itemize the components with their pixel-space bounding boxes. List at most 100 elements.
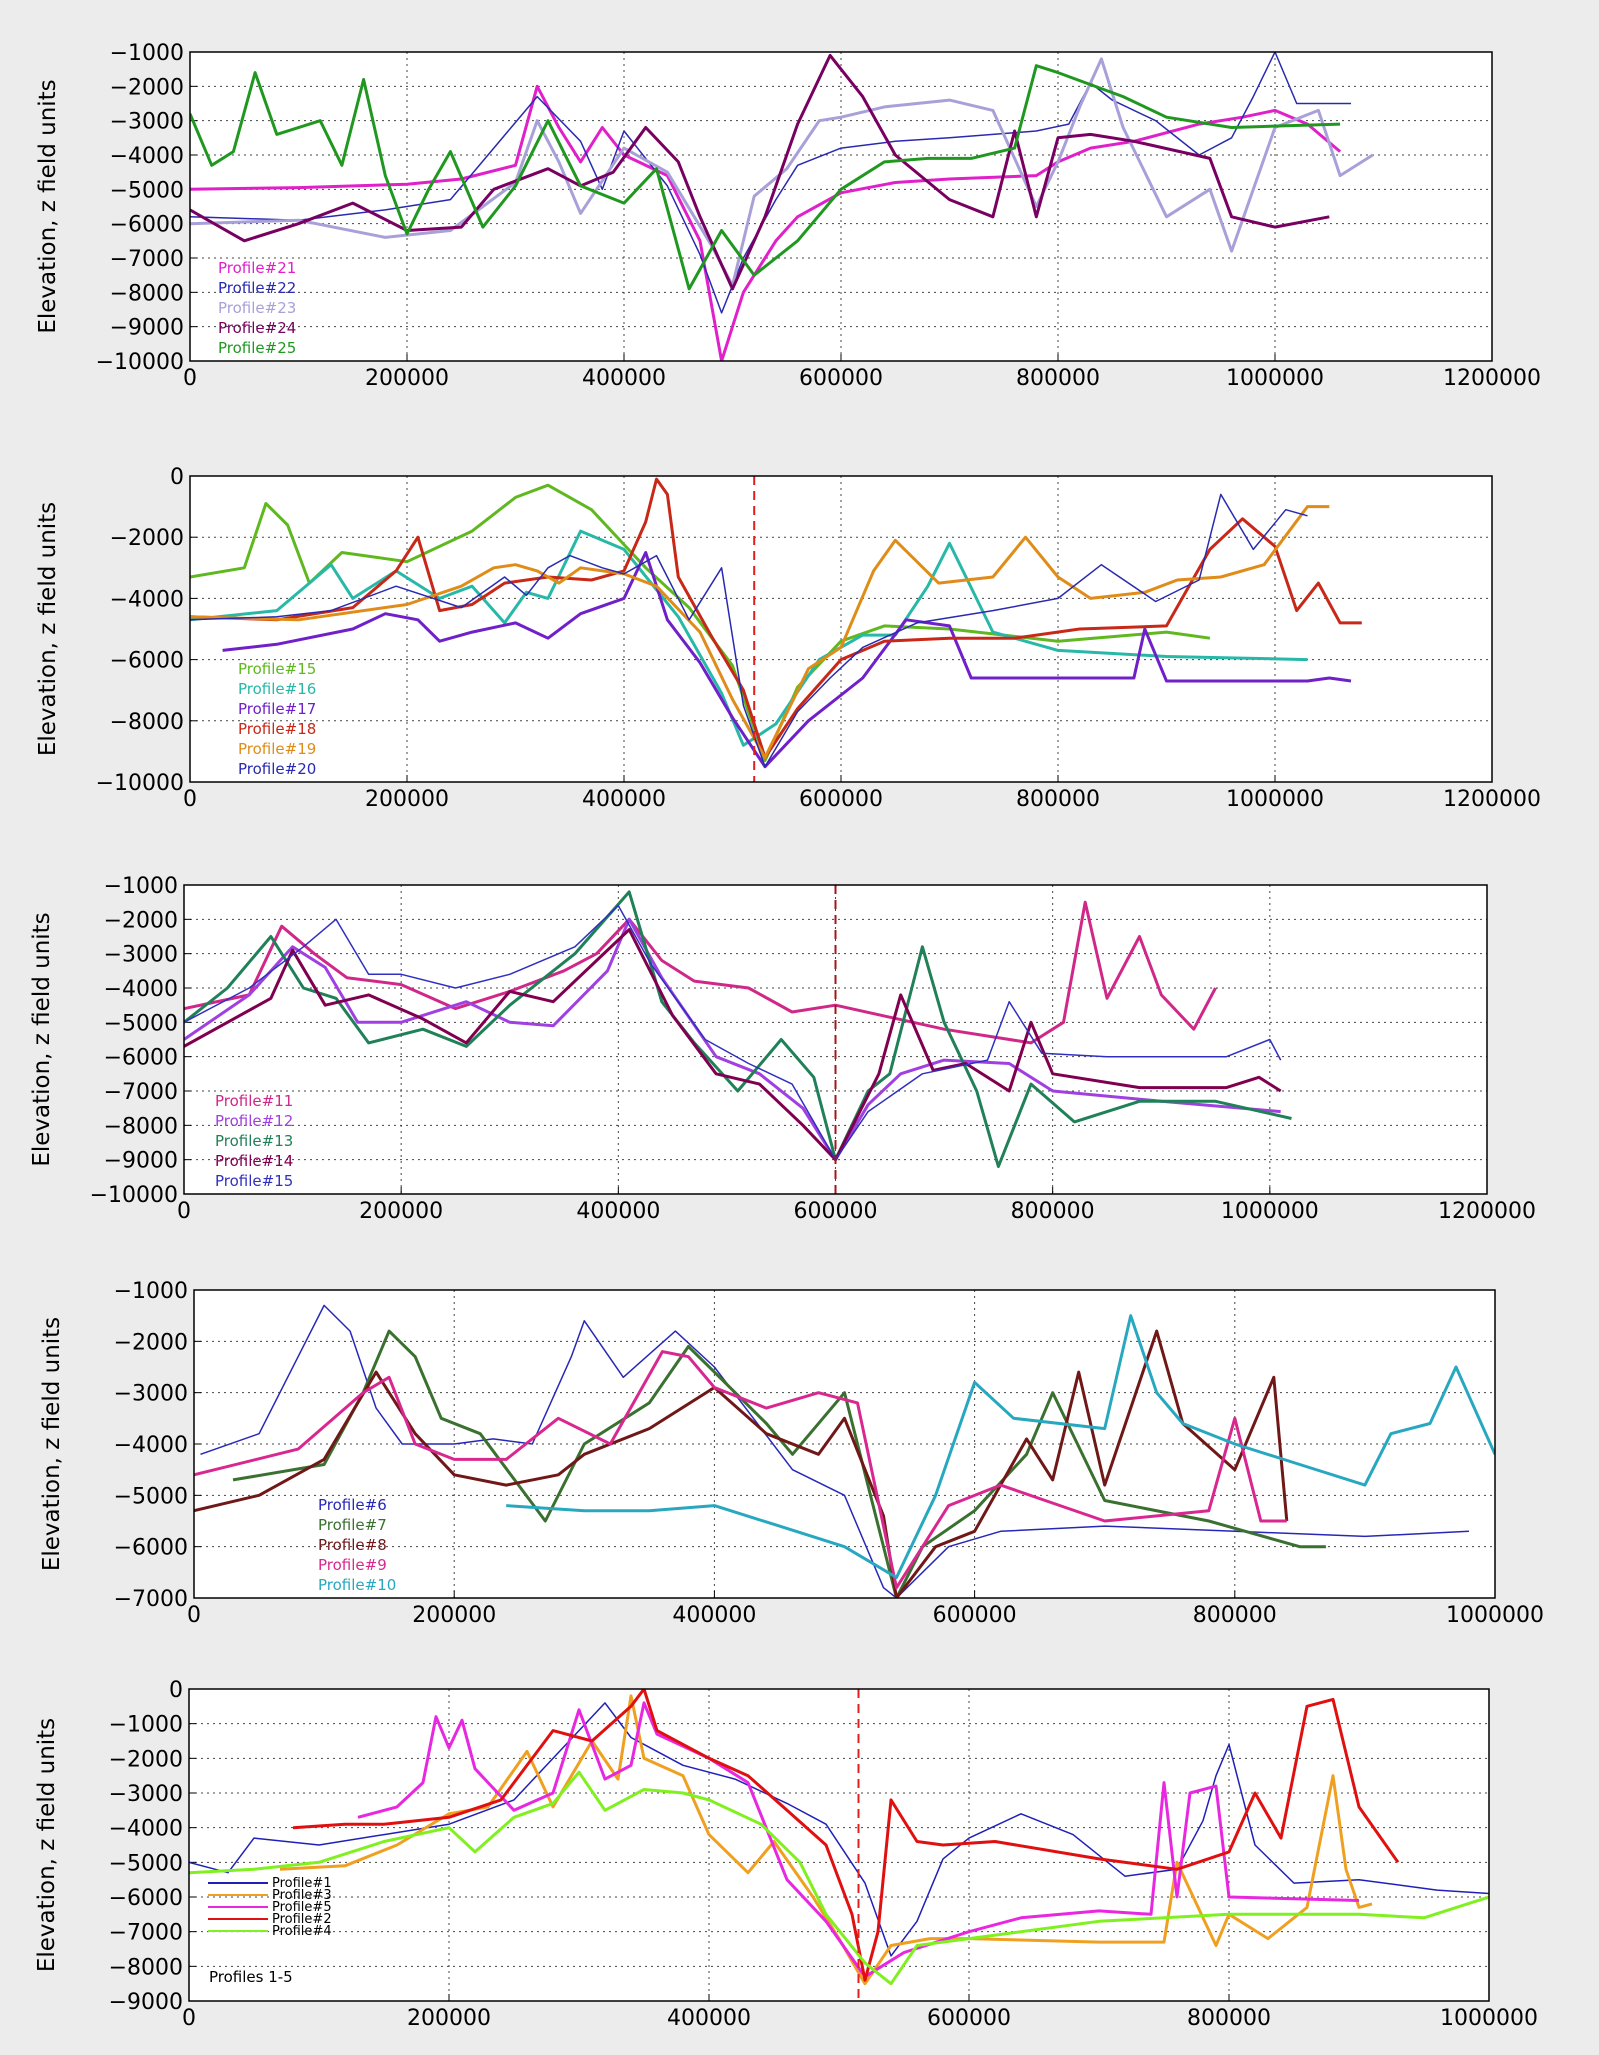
y-tick-label: 0: [170, 465, 184, 490]
series-line: [506, 1314, 1495, 1579]
series-line: [194, 1329, 1289, 1598]
chart-3: 0 200000 400000 600000 800000 1000000 1200000 −…: [0, 842, 1599, 1252]
legend-entry: Profile#15: [215, 1172, 293, 1190]
x-tick-label: 1000000: [1226, 787, 1324, 812]
y-tick-label: −9000: [109, 1990, 183, 2015]
plot-frame: [189, 475, 1493, 783]
y-tick-label: −6000: [110, 213, 184, 238]
series-line: [190, 477, 1362, 759]
x-tick-label: 1000000: [1446, 1603, 1544, 1628]
y-axis-label: Elevation, z field units: [35, 502, 61, 756]
series-line: [190, 84, 1342, 361]
y-tick-label: −1000: [110, 41, 184, 66]
y-tick-label: −5000: [104, 1011, 178, 1036]
y-tick-label: −10000: [90, 1183, 178, 1208]
y-tick-label: −9000: [104, 1149, 178, 1174]
legend-entry: Profile#6: [318, 1496, 387, 1514]
y-tick-label: −7000: [109, 1921, 183, 1946]
legend-entry: Profile#1: [272, 1876, 332, 1891]
x-tick-label: 400000: [576, 1199, 660, 1224]
x-tick-label: 400000: [582, 366, 666, 391]
series-line: [357, 1701, 1360, 1979]
y-tick-label: −3000: [109, 1782, 183, 1807]
series-line: [190, 57, 1374, 287]
series-line: [184, 900, 1217, 1045]
legend-entry: Profile#3: [272, 1888, 332, 1903]
x-tick-label: 1200000: [1443, 787, 1541, 812]
series-line: [184, 904, 1282, 1161]
legend-entry: Profile#22: [218, 279, 296, 297]
x-tick-label: 200000: [365, 787, 449, 812]
x-tick-label: 0: [183, 366, 197, 391]
y-tick-label: −10000: [96, 771, 184, 796]
y-tick-label: −5000: [114, 1484, 188, 1509]
series-line: [200, 1304, 1470, 1598]
series-line: [184, 928, 1282, 1162]
y-tick-label: −1000: [109, 1713, 183, 1738]
legend-entry: Profile#2: [272, 1912, 332, 1927]
series-line: [189, 1770, 1489, 1986]
x-tick-label: 800000: [1016, 787, 1100, 812]
y-tick-label: −8000: [110, 281, 184, 306]
legend-entry: Profile#20: [238, 760, 316, 778]
chart-2: 0 200000 400000 600000 800000 1000000 1200000 −…: [0, 418, 1599, 838]
legend-entry: Profile#23: [218, 299, 296, 317]
y-tick-label: −6000: [104, 1046, 178, 1071]
legend-entry: Profile#25: [218, 339, 296, 357]
y-axis-label: Elevation, z field units: [35, 79, 61, 333]
y-tick-label: −2000: [109, 1747, 183, 1772]
y-tick-label: −4000: [110, 144, 184, 169]
y-tick-label: −4000: [109, 1817, 183, 1842]
y-tick-label: −3000: [114, 1382, 188, 1407]
y-axis-label: Elevation, z field units: [29, 912, 55, 1166]
legend-entry: Profile#17: [238, 700, 316, 718]
chart-1: 0 200000 400000 600000 800000 1000000 1200000 −…: [0, 0, 1599, 415]
x-tick-label: 0: [182, 2006, 196, 2031]
legend-entry: Profile#8: [318, 1536, 387, 1554]
y-tick-label: −1000: [104, 874, 178, 899]
legend-entry: Profile#11: [215, 1092, 293, 1110]
series-line: [190, 53, 1330, 291]
y-tick-label: −4000: [114, 1433, 188, 1458]
x-tick-label: 400000: [667, 2006, 751, 2031]
x-tick-label: 600000: [799, 787, 883, 812]
legend-entry: Profile#7: [318, 1516, 387, 1534]
x-tick-label: 200000: [412, 1603, 496, 1628]
legend-entry: Profile#15: [238, 660, 316, 678]
x-tick-label: 600000: [927, 2006, 1011, 2031]
y-tick-label: −2000: [110, 526, 184, 551]
y-tick-label: −3000: [110, 110, 184, 135]
legend-entry: Profile#9: [318, 1556, 387, 1574]
legend-entry: Profile#18: [238, 720, 316, 738]
plot-frame: [189, 51, 1493, 362]
legend-entry: Profile#24: [218, 319, 296, 337]
legend-entry: Profile#14: [215, 1152, 293, 1170]
series-line: [190, 64, 1341, 291]
x-tick-label: 1000000: [1226, 366, 1324, 391]
x-tick-label: 0: [177, 1199, 191, 1224]
x-tick-label: 600000: [799, 366, 883, 391]
plot-frame: [183, 884, 1488, 1195]
series-line: [189, 1702, 1489, 1957]
legend-entry: Profile#21: [218, 259, 296, 277]
legend-entry: Profile#10: [318, 1576, 396, 1594]
x-tick-label: 800000: [1187, 2006, 1271, 2031]
x-tick-label: 1200000: [1443, 366, 1541, 391]
plot-frame: [193, 1289, 1496, 1599]
legend-entry: Profile#13: [215, 1132, 293, 1150]
y-tick-label: −4000: [104, 977, 178, 1002]
series-line: [184, 890, 1292, 1168]
y-axis-label: Elevation, z field units: [34, 1718, 60, 1972]
plot-area: [190, 476, 1492, 782]
x-tick-label: 200000: [407, 2006, 491, 2031]
x-tick-label: 0: [183, 787, 197, 812]
series-line: [190, 493, 1308, 768]
chart-5: 0 200000 400000 600000 800000 1000000 −9000 −80…: [0, 1658, 1599, 2055]
legend-title: Profiles 1-5: [209, 1968, 293, 1986]
y-tick-label: −1000: [114, 1279, 188, 1304]
y-tick-label: −8000: [104, 1114, 178, 1139]
x-tick-label: 0: [187, 1603, 201, 1628]
y-tick-label: −8000: [110, 710, 184, 735]
x-tick-label: 800000: [1193, 1603, 1277, 1628]
